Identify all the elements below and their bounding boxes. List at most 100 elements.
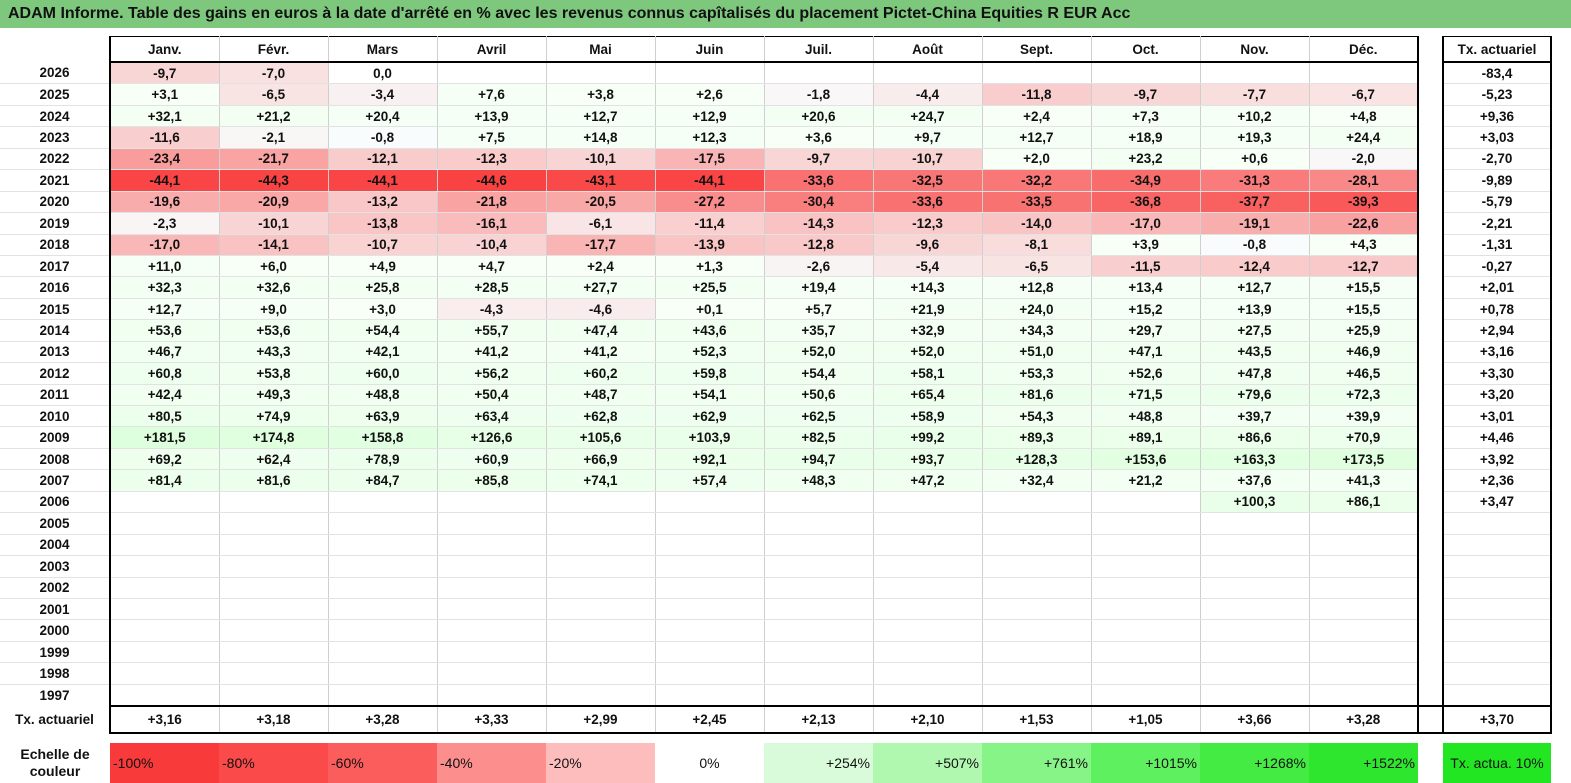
- month-header: Mars: [328, 36, 438, 63]
- gain-cell: [1309, 641, 1419, 664]
- gain-cell: [764, 512, 874, 535]
- gain-cell: [328, 512, 438, 535]
- gain-cell: +62,4: [219, 448, 329, 471]
- gap-cell: [1418, 469, 1443, 492]
- gap-cell: [1418, 276, 1443, 299]
- gain-cell: [110, 662, 220, 685]
- gain-cell: +58,9: [873, 405, 983, 428]
- tx-actuariel-cell: [1442, 662, 1552, 685]
- year-label: 2020: [0, 191, 111, 214]
- color-scale-row: Echelle de couleur -100% -80% -60% -40% -20% 0…: [0, 743, 1551, 783]
- gain-cell: +4,3: [1309, 234, 1419, 256]
- gain-cell: -19,6: [110, 191, 220, 214]
- gain-cell: +37,6: [1200, 469, 1310, 492]
- gain-cell: -44,1: [328, 169, 438, 192]
- gain-cell: -17,7: [546, 234, 656, 256]
- gain-cell: +32,3: [110, 276, 220, 299]
- gain-cell: +9,7: [873, 126, 983, 149]
- table-row: 2010 +80,5 +74,9 +63,9 +63,4 +62,8 +62,9 +62,5 +…: [0, 405, 1552, 428]
- gain-cell: +50,4: [437, 384, 547, 407]
- gain-cell: -5,4: [873, 255, 983, 278]
- gain-cell: +46,7: [110, 341, 220, 364]
- gain-cell: +7,5: [437, 126, 547, 149]
- tx-actuariel-cell: +2,36: [1442, 469, 1552, 492]
- gain-cell: +2,0: [982, 148, 1092, 171]
- gain-cell: +0,6: [1200, 148, 1310, 171]
- gain-cell: [982, 684, 1092, 708]
- gain-cell: [437, 598, 547, 621]
- gain-cell: [1309, 534, 1419, 557]
- table-row: 2013 +46,7 +43,3 +42,1 +41,2 +41,2 +52,3 +52,0 +…: [0, 341, 1552, 364]
- gap-cell: [1418, 169, 1443, 192]
- totals-label: Tx. actuariel: [0, 706, 111, 734]
- gain-cell: +94,7: [764, 448, 874, 471]
- report-title: ADAM Informe. Table des gains en euros à…: [0, 0, 1571, 28]
- gain-cell: -2,3: [110, 212, 220, 235]
- gain-cell: +70,9: [1309, 426, 1419, 449]
- total-cell: +1,05: [1091, 706, 1201, 735]
- gain-cell: +81,6: [982, 384, 1092, 407]
- color-scale-swatch: -20%: [546, 743, 655, 783]
- gap-cell: [1418, 426, 1443, 449]
- gap-cell: [1418, 83, 1443, 106]
- month-header: Avril: [437, 36, 547, 63]
- gain-cell: -21,8: [437, 191, 547, 214]
- gain-cell: -31,3: [1200, 169, 1310, 192]
- gain-cell: +89,1: [1091, 426, 1201, 449]
- gain-cell: +12,3: [655, 126, 765, 149]
- table-row: 2001: [0, 598, 1552, 621]
- gain-cell: +81,4: [110, 469, 220, 492]
- gain-cell: -11,4: [655, 212, 765, 235]
- table-row: 2023 -11,6 -2,1 -0,8 +7,5 +14,8 +12,3 +3,6 +9,7 +…: [0, 126, 1552, 149]
- year-label: 2022: [0, 148, 111, 171]
- gain-cell: +60,9: [437, 448, 547, 471]
- gap-cell: [1418, 319, 1443, 342]
- year-rows: 2026 -9,7 -7,0 0,0 -83,4 2025 +3,1 -6,5 -3,4 +7,6…: [0, 62, 1552, 783]
- gain-cell: +39,7: [1200, 405, 1310, 428]
- tx-actuariel-header: Tx. actuariel: [1442, 36, 1552, 63]
- gain-cell: +3,0: [328, 298, 438, 321]
- total-tx-cell: +3,70: [1442, 706, 1552, 735]
- gain-cell: [1200, 512, 1310, 535]
- gain-cell: [437, 555, 547, 578]
- gain-cell: [655, 684, 765, 708]
- gain-cell: +20,6: [764, 105, 874, 128]
- gap-cell: [1418, 62, 1443, 84]
- gain-cell: +32,4: [982, 469, 1092, 492]
- table-row: 2018 -17,0 -14,1 -10,7 -10,4 -17,7 -13,9 -12,8-…: [0, 234, 1552, 256]
- gain-cell: +11,0: [110, 255, 220, 278]
- gain-cell: -16,1: [437, 212, 547, 235]
- year-label: 2006: [0, 491, 111, 514]
- gain-cell: +43,6: [655, 319, 765, 342]
- gain-cell: +39,9: [1309, 405, 1419, 428]
- gap-cell: [1418, 234, 1443, 256]
- totals-row: Tx. actuariel +3,16 +3,18 +3,28 +3,33 +2,99 +2…: [0, 706, 1552, 735]
- tx-actuariel-cell: +2,94: [1442, 319, 1552, 342]
- gain-cell: +43,3: [219, 341, 329, 364]
- table-row: 2004: [0, 534, 1552, 557]
- gain-cell: [328, 555, 438, 578]
- year-label: 2007: [0, 469, 111, 492]
- gain-cell: +18,9: [1091, 126, 1201, 149]
- gap-cell: [1418, 743, 1443, 783]
- gain-cell: [1091, 619, 1201, 642]
- gain-cell: +72,3: [1309, 384, 1419, 407]
- gain-cell: [1091, 662, 1201, 685]
- gain-cell: +12,7: [110, 298, 220, 321]
- gain-cell: [110, 641, 220, 664]
- gain-cell: +47,4: [546, 319, 656, 342]
- gain-cell: [873, 598, 983, 621]
- gap-cell: [1418, 255, 1443, 277]
- gain-cell: +14,3: [873, 276, 983, 299]
- tx-actuariel-cell: -83,4: [1442, 62, 1552, 85]
- year-label: 2026: [0, 62, 111, 85]
- gain-cell: +46,5: [1309, 362, 1419, 385]
- gain-cell: [546, 662, 656, 685]
- gain-cell: +62,8: [546, 405, 656, 428]
- gain-cell: -12,1: [328, 148, 438, 171]
- gain-cell: +43,5: [1200, 341, 1310, 364]
- tx-actuariel-cell: +3,92: [1442, 448, 1552, 471]
- gain-cell: +12,7: [546, 105, 656, 128]
- gain-cell: +78,9: [328, 448, 438, 471]
- gain-cell: [110, 619, 220, 642]
